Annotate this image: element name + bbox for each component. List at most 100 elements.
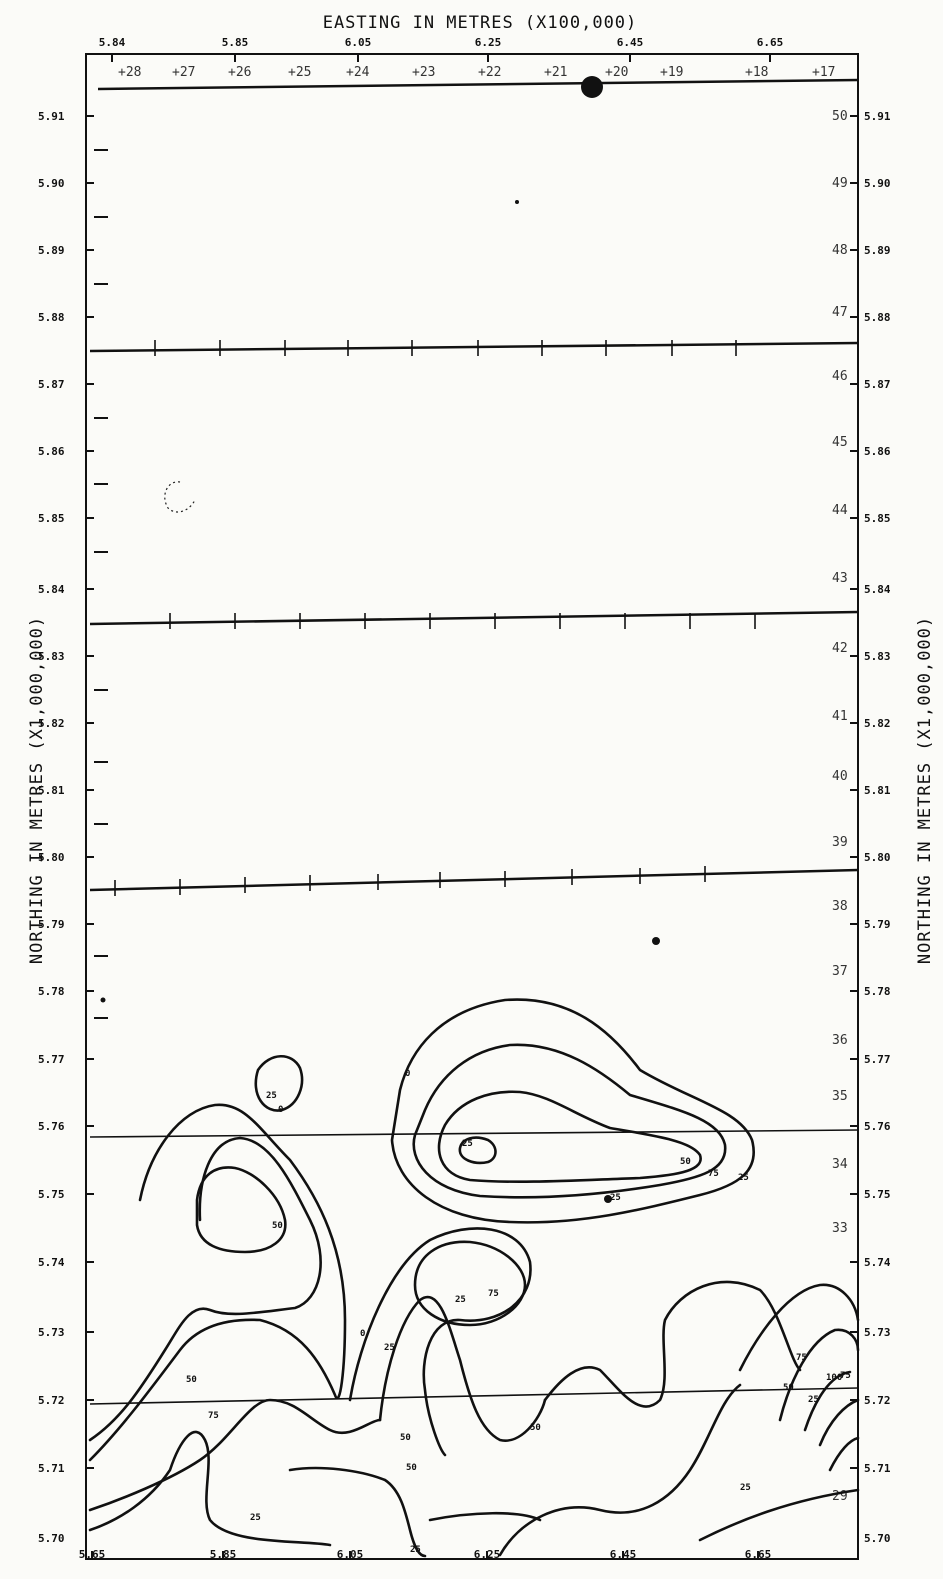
y-tick-label: 5.87 [864,378,891,391]
contour-label: 75 [208,1411,219,1421]
y-tick-label: 5.72 [38,1394,65,1407]
flight-lines [89,78,859,1405]
contour-label: 25 [738,1173,749,1183]
y-tick-label: 5.86 [864,445,891,458]
y-tick-label: 5.80 [38,851,65,864]
y-tick-label: 5.75 [38,1188,65,1201]
y-tick-label: 5.87 [38,378,65,391]
line-number: +22 [478,65,501,80]
contour-label: 50 [530,1423,541,1433]
y-tick-label: 5.72 [864,1394,891,1407]
y-tick-label: 5.83 [38,650,65,663]
contour-label: 100 [826,1373,842,1383]
y-tick-label: 5.90 [38,177,65,190]
y-tick-label: 5.75 [864,1188,891,1201]
contour-label: 75 [840,1371,851,1381]
contour-lines [88,998,860,1558]
y-tick-label: 5.85 [38,512,65,525]
line-number: 41 [832,709,848,724]
y-tick-label: 5.83 [864,650,891,663]
survey-dots [100,200,660,1203]
contour-label: 25 [808,1395,819,1405]
right-column-numbers: 50 49 48 47 46 45 44 43 42 41 40 39 38 3… [832,109,848,1504]
y-tick-label: 5.82 [864,717,891,730]
y-tick-label: 5.91 [864,110,891,123]
line-number: 42 [832,641,848,656]
contour-label: 25 [462,1139,473,1149]
y-tick-label: 5.78 [38,985,65,998]
y-tick-label: 5.89 [38,244,65,257]
line-number: +28 [118,65,141,80]
line-number: 35 [832,1089,848,1104]
line-number: +26 [228,65,251,80]
y-tick-label: 5.81 [864,784,891,797]
contour-label: 50 [406,1463,417,1473]
contour-label: 50 [783,1383,794,1393]
line-number: +18 [745,65,768,80]
contour-label: 50 [680,1157,691,1167]
y-tick-label: 5.82 [38,717,65,730]
minor-ticks [94,149,108,1019]
y-tick-label: 5.74 [864,1256,891,1269]
top-tick-label: 6.45 [617,36,644,49]
y-tick-label: 5.73 [38,1326,65,1339]
y-tick-label: 5.77 [864,1053,891,1066]
y-tick-label: 5.71 [864,1462,891,1475]
map-frame [85,53,859,1560]
y-tick-label: 5.90 [864,177,891,190]
y-axis-ticks [86,115,858,1469]
bottom-axis-ticks [91,1551,759,1559]
line-number: 50 [832,109,848,124]
line-number: 38 [832,899,848,914]
contour-label: 25 [410,1545,421,1555]
line-number: 33 [832,1221,848,1236]
contour-label: 50 [400,1433,411,1443]
contour-label: 50 [186,1375,197,1385]
line-number: +23 [412,65,435,80]
y-tick-label: 5.85 [864,512,891,525]
right-y-axis: 5.91 5.90 5.89 5.88 5.87 5.86 5.85 5.84 … [864,110,891,1545]
line-number: 49 [832,176,848,191]
y-tick-label: 5.91 [38,110,65,123]
line-number: 37 [832,964,848,979]
ink-blot [581,76,603,98]
line-number-row: +28 +27 +26 +25 +24 +23 +22 +21 +20 +19 … [118,65,835,80]
y-tick-label: 5.70 [864,1532,891,1545]
contour-label: 0 [405,1069,410,1079]
line-number: 36 [832,1033,848,1048]
line-number: 44 [832,503,848,518]
line-number: 34 [832,1157,848,1172]
top-tick-label: 6.25 [475,36,502,49]
line-number: 47 [832,305,848,320]
faint-loop [164,481,196,513]
y-tick-label: 5.88 [38,311,65,324]
y-tick-label: 5.80 [864,851,891,864]
contour-label: 75 [488,1289,499,1299]
left-axis-title: NORTHING IN METRES (X1,000,000) [27,616,47,964]
line-number: +24 [346,65,370,80]
top-axis-ticks [111,54,771,62]
right-axis-title: NORTHING IN METRES (X1,000,000) [915,616,935,964]
y-tick-label: 5.86 [38,445,65,458]
line-number: +25 [288,65,311,80]
line-number: +27 [172,65,195,80]
contour-label: 0 [360,1329,365,1339]
contour-label: 25 [610,1193,621,1203]
y-tick-label: 5.76 [38,1120,65,1133]
y-tick-label: 5.79 [864,918,891,931]
y-tick-label: 5.76 [864,1120,891,1133]
line-number: +19 [660,65,683,80]
contour-label: 50 [272,1221,283,1231]
contour-label: 25 [266,1091,277,1101]
top-tick-label: 6.65 [757,36,784,49]
contour-label: 75 [708,1169,719,1179]
y-tick-label: 5.88 [864,311,891,324]
y-tick-label: 5.79 [38,918,65,931]
y-tick-label: 5.84 [38,583,65,596]
line-number: 46 [832,369,848,384]
top-tick-label: 6.05 [345,36,372,49]
contour-label: 0 [278,1105,283,1115]
y-tick-label: 5.77 [38,1053,65,1066]
contour-label: 75 [796,1353,807,1363]
